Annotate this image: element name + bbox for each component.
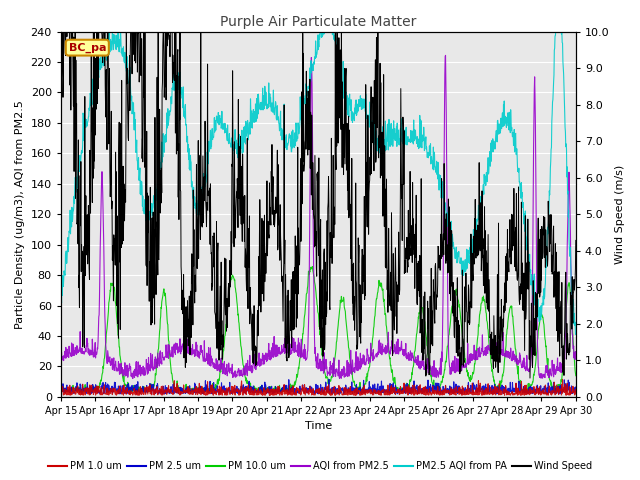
Y-axis label: Wind Speed (m/s): Wind Speed (m/s) [615, 165, 625, 264]
Title: Purple Air Particulate Matter: Purple Air Particulate Matter [220, 15, 417, 29]
Text: BC_pa: BC_pa [68, 43, 106, 53]
Y-axis label: Particle Density (ug/m3), AQI from PM2.5: Particle Density (ug/m3), AQI from PM2.5 [15, 100, 25, 329]
Legend: PM 1.0 um, PM 2.5 um, PM 10.0 um, AQI from PM2.5, PM2.5 AQI from PA, Wind Speed: PM 1.0 um, PM 2.5 um, PM 10.0 um, AQI fr… [44, 457, 596, 475]
X-axis label: Time: Time [305, 421, 332, 432]
